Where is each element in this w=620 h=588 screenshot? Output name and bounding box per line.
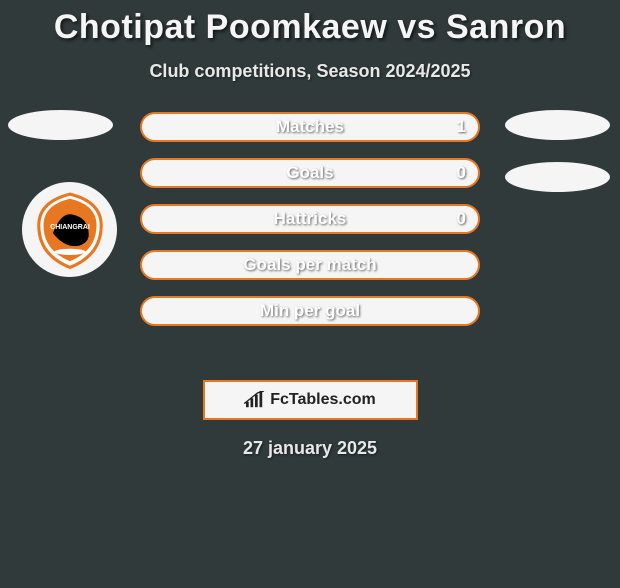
stat-label: Min per goal bbox=[260, 301, 360, 321]
brand-label: FcTables.com bbox=[270, 391, 376, 409]
stat-label: Hattricks bbox=[274, 209, 347, 229]
stat-label: Matches bbox=[276, 117, 344, 137]
svg-text:CHIANGRAI: CHIANGRAI bbox=[50, 224, 90, 231]
club-badge: CHIANGRAI bbox=[22, 182, 117, 277]
brand-box[interactable]: FcTables.com bbox=[203, 380, 418, 420]
stat-row-min-per-goal: Min per goal bbox=[140, 296, 480, 326]
player-ellipse-left bbox=[8, 110, 113, 140]
stat-value-right: 1 bbox=[457, 117, 466, 137]
stat-row-goals: Goals 0 bbox=[140, 158, 480, 188]
comparison-title: Chotipat Poomkaew vs Sanron bbox=[0, 8, 620, 47]
stat-row-goals-per-match: Goals per match bbox=[140, 250, 480, 280]
club-badge-icon: CHIANGRAI bbox=[31, 191, 109, 269]
player-ellipse-right-2 bbox=[505, 162, 610, 192]
content-area: CHIANGRAI Matches 1 Goals 0 Hattricks 0 … bbox=[0, 112, 620, 372]
stat-label: Goals per match bbox=[243, 255, 376, 275]
stat-label: Goals bbox=[286, 163, 333, 183]
stats-list: Matches 1 Goals 0 Hattricks 0 Goals per … bbox=[140, 112, 480, 326]
bar-chart-icon bbox=[244, 391, 266, 409]
snapshot-date: 27 january 2025 bbox=[0, 438, 620, 459]
season-subtitle: Club competitions, Season 2024/2025 bbox=[0, 61, 620, 82]
stat-value-right: 0 bbox=[457, 209, 466, 229]
player-ellipse-right-1 bbox=[505, 110, 610, 140]
stat-row-hattricks: Hattricks 0 bbox=[140, 204, 480, 234]
stat-row-matches: Matches 1 bbox=[140, 112, 480, 142]
stat-value-right: 0 bbox=[457, 163, 466, 183]
